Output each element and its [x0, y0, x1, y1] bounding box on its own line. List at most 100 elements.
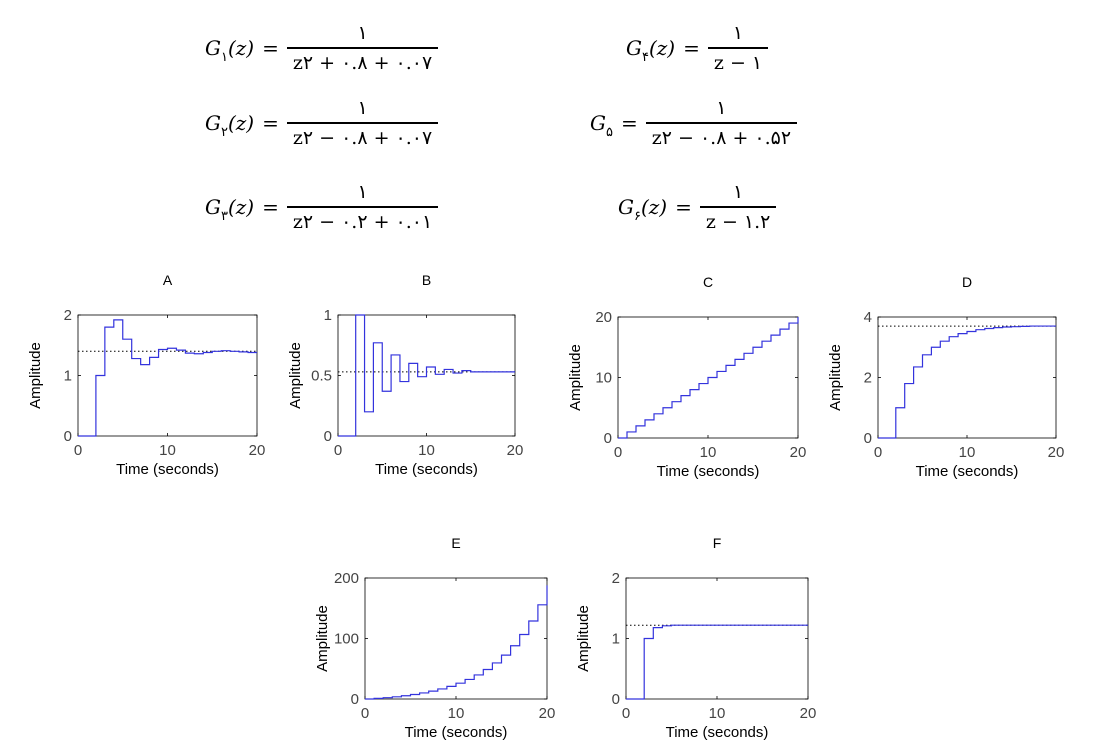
y-tick-label: 2 — [64, 307, 72, 324]
equation-lhs: G۶(z) — [618, 195, 668, 224]
x-tick-label: 20 — [507, 442, 524, 459]
numerator: ۱ — [733, 181, 744, 204]
fraction-bar — [645, 122, 798, 124]
x-tick-label: 10 — [700, 444, 717, 461]
y-tick-label: 0 — [324, 428, 332, 445]
y-tick-label: 0 — [864, 430, 872, 447]
fraction: ۱ z۲ − ۰.۸ + ۰.۵۲ — [645, 97, 798, 149]
y-tick-label: 200 — [334, 570, 359, 587]
y-tick-label: 10 — [595, 370, 612, 387]
numerator: ۱ — [732, 22, 744, 45]
x-tick-label: 20 — [539, 705, 556, 722]
x-tick-label: 10 — [709, 705, 726, 722]
fraction: ۱ z − ۱ — [707, 22, 769, 74]
x-tick-label: 20 — [1048, 444, 1065, 461]
equation-lhs: G۵ — [590, 111, 613, 140]
y-axis-label: Amplitude — [27, 342, 44, 409]
fraction-bar — [286, 122, 439, 124]
numerator: ۱ — [716, 97, 727, 120]
x-tick-label: 20 — [790, 444, 807, 461]
y-tick-label: 0 — [351, 691, 359, 708]
step-response-line — [626, 624, 808, 700]
equation-g1: G۱(z) = ۱ z۲ + ۰.۸ + ۰.۰۷ — [205, 18, 439, 78]
subplot-title: C — [703, 274, 713, 290]
y-tick-label: 0 — [64, 428, 72, 445]
subplot-f: F 0 10 20 0 1 2 Time (seconds) Amplitude — [575, 535, 816, 741]
x-tick-label: 20 — [800, 705, 817, 722]
subplot-b: B 0 10 20 0 0.5 1 Time (seconds) Amplitude — [287, 272, 523, 478]
step-response-line — [338, 314, 515, 437]
x-tick-label: 0 — [361, 705, 369, 722]
step-response-line — [365, 585, 548, 700]
x-tick-label: 0 — [622, 705, 630, 722]
x-tick-label: 0 — [74, 442, 82, 459]
x-tick-label: 10 — [448, 705, 465, 722]
numerator: ۱ — [357, 22, 368, 45]
x-axis-label: Time (seconds) — [116, 461, 219, 478]
equation-lhs: G۲(z) — [205, 111, 255, 140]
x-tick-label: 20 — [249, 442, 266, 459]
numerator: ۱ — [357, 97, 368, 120]
x-tick-label: 10 — [159, 442, 176, 459]
equation-g2: G۲(z) = ۱ z۲ − ۰.۸ + ۰.۰۷ — [205, 93, 439, 153]
fraction-bar — [286, 206, 439, 208]
fraction-bar — [699, 206, 777, 208]
equation-g6: G۶(z) = ۱ z − ۱.۲ — [618, 177, 777, 237]
fraction: ۱ z۲ − ۰.۸ + ۰.۰۷ — [286, 97, 439, 149]
y-tick-label: 2 — [864, 370, 872, 387]
subplot-d: D 0 10 20 0 2 4 Time (seconds) Amplitude — [827, 274, 1064, 480]
y-tick-label: 100 — [334, 631, 359, 648]
subplot-title: B — [422, 272, 431, 288]
x-tick-label: 0 — [874, 444, 882, 461]
y-tick-label: 2 — [612, 570, 620, 587]
subplot-title: D — [962, 274, 972, 290]
subplot-title: F — [713, 535, 722, 551]
x-tick-label: 10 — [418, 442, 435, 459]
y-tick-label: 1 — [64, 368, 72, 385]
equation-g5: G۵ = ۱ z۲ − ۰.۸ + ۰.۵۲ — [590, 93, 798, 153]
fraction-bar — [707, 47, 769, 49]
equation-lhs: G۴(z) — [626, 36, 676, 65]
fraction: ۱ z۲ + ۰.۸ + ۰.۰۷ — [286, 22, 439, 74]
denominator: z − ۱.۲ — [705, 210, 771, 233]
step-response-line — [78, 319, 257, 437]
x-tick-label: 10 — [959, 444, 976, 461]
y-tick-label: 1 — [324, 307, 332, 324]
fraction: ۱ z − ۱.۲ — [699, 181, 777, 233]
x-axis-label: Time (seconds) — [666, 724, 769, 741]
denominator: z − ۱ — [713, 51, 763, 74]
y-axis-label: Amplitude — [827, 344, 844, 411]
denominator: z۲ − ۰.۲ + ۰.۰۱ — [292, 210, 433, 233]
x-axis-label: Time (seconds) — [657, 463, 760, 480]
x-tick-label: 0 — [334, 442, 342, 459]
x-tick-label: 0 — [614, 444, 622, 461]
y-tick-label: 20 — [595, 309, 612, 326]
numerator: ۱ — [357, 181, 368, 204]
equation-g4: G۴(z) = ۱ z − ۱ — [626, 18, 769, 78]
y-axis-label: Amplitude — [287, 342, 304, 409]
x-axis-label: Time (seconds) — [375, 461, 478, 478]
denominator: z۲ − ۰.۸ + ۰.۰۷ — [292, 126, 433, 149]
denominator: z۲ + ۰.۸ + ۰.۰۷ — [292, 51, 433, 74]
fraction: ۱ z۲ − ۰.۲ + ۰.۰۱ — [286, 181, 439, 233]
y-axis-label: Amplitude — [575, 605, 592, 672]
step-response-line — [618, 317, 799, 439]
subplot-a: A 0 10 20 0 1 2 Time (seconds) Amplitude — [27, 272, 265, 478]
y-tick-label: 0 — [604, 430, 612, 447]
y-axis-label: Amplitude — [314, 605, 331, 672]
x-axis-label: Time (seconds) — [916, 463, 1019, 480]
y-tick-label: 1 — [612, 631, 620, 648]
fraction-bar — [286, 47, 439, 49]
subplot-title: E — [451, 535, 460, 551]
subplot-title: A — [163, 272, 173, 288]
subplot-c: C 0 10 20 0 10 20 Time (seconds) Amplitude — [567, 274, 806, 480]
equation-lhs: G۱(z) — [205, 36, 255, 65]
x-axis-label: Time (seconds) — [405, 724, 508, 741]
y-tick-label: 0.5 — [311, 368, 332, 385]
step-response-line — [878, 325, 1056, 439]
y-axis-label: Amplitude — [567, 344, 584, 411]
equation-g3: G۳(z) = ۱ z۲ − ۰.۲ + ۰.۰۱ — [205, 177, 439, 237]
y-tick-label: 0 — [612, 691, 620, 708]
